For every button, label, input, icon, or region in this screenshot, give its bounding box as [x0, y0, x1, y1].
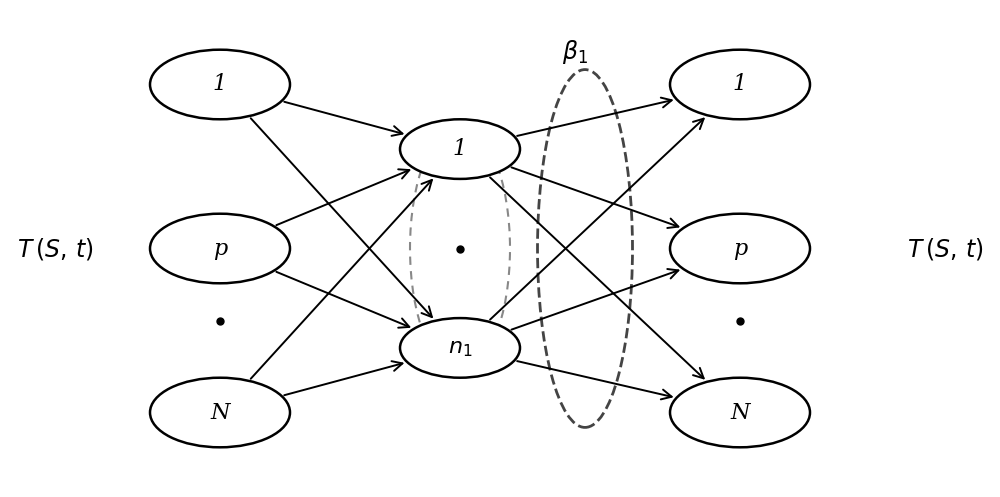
- Text: p: p: [213, 238, 227, 259]
- Text: $T\,(S,\,t)$: $T\,(S,\,t)$: [907, 236, 983, 261]
- Text: N: N: [730, 402, 750, 423]
- Text: 1: 1: [733, 74, 747, 95]
- Text: $T\,(S,\,t)$: $T\,(S,\,t)$: [17, 236, 93, 261]
- Circle shape: [150, 378, 290, 447]
- Text: N: N: [210, 402, 230, 423]
- Circle shape: [670, 214, 810, 283]
- Circle shape: [150, 214, 290, 283]
- Circle shape: [150, 50, 290, 119]
- Circle shape: [670, 50, 810, 119]
- Text: 1: 1: [453, 138, 467, 160]
- Circle shape: [670, 378, 810, 447]
- Circle shape: [400, 119, 520, 179]
- Circle shape: [400, 318, 520, 378]
- Text: p: p: [733, 238, 747, 259]
- Text: $n_1$: $n_1$: [448, 337, 472, 359]
- Text: $\beta_1$: $\beta_1$: [562, 38, 588, 66]
- Text: 1: 1: [213, 74, 227, 95]
